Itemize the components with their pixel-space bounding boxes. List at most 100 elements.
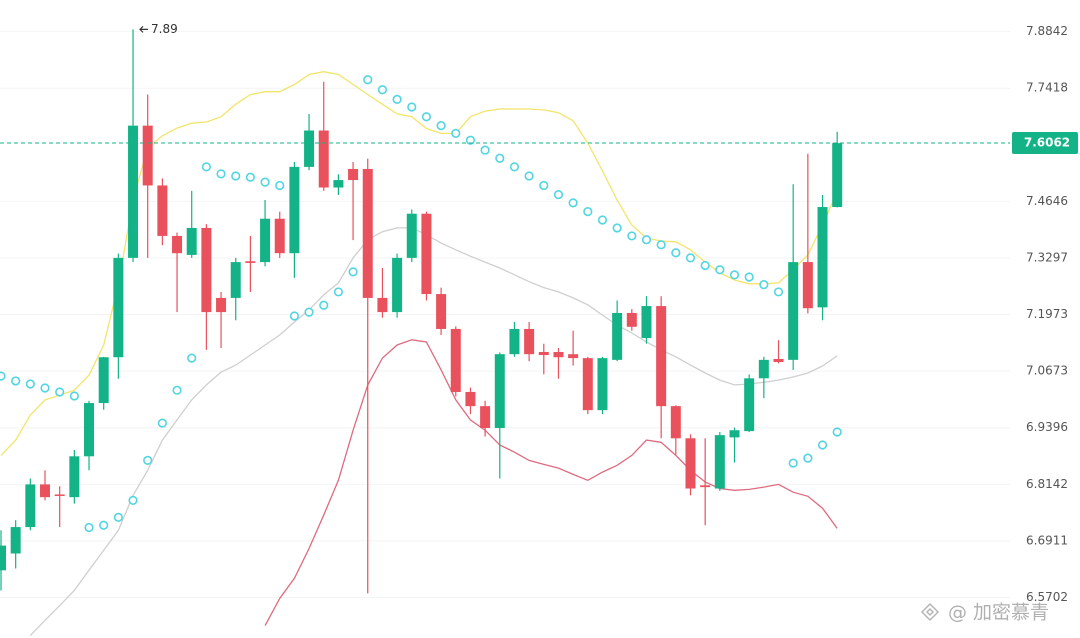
candle-body <box>538 351 549 356</box>
sar-dot <box>69 391 79 401</box>
candle-body <box>128 125 139 258</box>
candle-body <box>377 297 388 313</box>
candle-body <box>54 494 65 496</box>
candle-body <box>333 180 344 188</box>
candle-body <box>553 351 564 358</box>
sar-dot <box>524 171 534 181</box>
watermark-logo <box>920 602 940 622</box>
y-tick-label: 7.7418 <box>1026 81 1068 95</box>
candle-body <box>597 358 608 411</box>
sar-dot <box>685 253 696 263</box>
sar-dot <box>260 177 270 187</box>
plot-area: 7.89 <box>0 22 1010 637</box>
sar-dot <box>627 231 637 241</box>
candle-body <box>744 378 755 432</box>
candle-body <box>172 235 183 254</box>
sar-dot <box>245 172 255 182</box>
sar-dot <box>0 371 6 381</box>
candle-body <box>670 406 681 439</box>
sar-dot <box>363 75 373 85</box>
candle-body <box>714 435 725 489</box>
candle-body <box>700 485 711 488</box>
band-line <box>0 71 838 456</box>
sar-dot <box>421 112 432 122</box>
grid <box>0 31 1010 598</box>
sar-dot <box>99 520 109 530</box>
y-tick-label: 6.9396 <box>1026 420 1068 434</box>
y-tick-label: 6.6911 <box>1026 533 1068 547</box>
y-tick-label: 7.8842 <box>1026 24 1068 38</box>
candle-body <box>10 527 21 554</box>
sar-dot <box>465 135 476 145</box>
sar-dot <box>583 207 593 217</box>
candle-body <box>274 218 285 254</box>
candle-body <box>612 312 623 360</box>
sar-dot <box>729 270 740 280</box>
sar-dot <box>172 385 182 395</box>
candle-body <box>260 218 271 263</box>
candle-body <box>685 438 696 489</box>
candle-body <box>509 328 520 355</box>
candle-body <box>524 328 535 355</box>
candle-body <box>98 357 109 404</box>
sar-dot <box>187 353 197 363</box>
candle-body <box>362 168 373 298</box>
sar-dot <box>407 102 417 112</box>
sar-dot <box>40 383 50 393</box>
sar-dot <box>275 180 285 191</box>
candle-body <box>832 143 843 208</box>
candle-body <box>348 168 359 181</box>
sar-dot <box>392 94 402 104</box>
sar-dot <box>84 522 94 533</box>
sar-dot <box>671 248 681 258</box>
sar-dot <box>612 223 622 233</box>
candle-body <box>817 207 828 308</box>
sar-dot <box>773 287 784 297</box>
sar-dot <box>11 376 21 386</box>
annotation-arrow <box>139 25 149 33</box>
sar-dot <box>641 235 652 245</box>
sar-dot <box>231 171 241 181</box>
sar-dot <box>597 215 608 225</box>
candle-body <box>480 406 491 428</box>
y-tick-label: 6.5702 <box>1026 590 1068 604</box>
candle-body <box>641 306 652 339</box>
candle-body <box>773 358 784 363</box>
sar-dot <box>832 427 842 437</box>
candle-body <box>289 166 300 254</box>
candle-body <box>729 430 740 438</box>
candle-body <box>40 484 51 498</box>
band-line <box>264 339 838 626</box>
candle-body <box>142 125 153 186</box>
sar-dot <box>451 128 461 138</box>
sar-dot <box>201 162 211 172</box>
sar-dot <box>143 455 153 465</box>
y-tick-label: 7.3297 <box>1026 250 1068 264</box>
candle-body <box>216 297 227 313</box>
y-tick-label: 7.4646 <box>1026 194 1068 208</box>
candle-body <box>392 257 403 313</box>
y-tick-label: 6.8142 <box>1026 477 1068 491</box>
candle-body <box>494 354 505 428</box>
sar-dot <box>495 153 505 163</box>
candle-body <box>421 213 432 295</box>
candle-body <box>582 358 593 411</box>
sar-dot <box>319 300 329 310</box>
band-line <box>29 227 838 637</box>
sar-dot <box>568 198 578 208</box>
sar-dot <box>759 280 769 290</box>
sar-dot <box>289 311 300 321</box>
candle-body <box>318 130 329 188</box>
sar-dot <box>817 440 828 450</box>
candle-body <box>436 294 447 329</box>
sar-dot <box>788 458 798 468</box>
candle-body <box>758 359 769 379</box>
sar-dot <box>656 240 666 250</box>
sar-dot <box>509 162 520 172</box>
sar-dot <box>333 287 344 297</box>
candle-body <box>465 391 476 407</box>
y-tick-label: 7.0673 <box>1026 364 1068 378</box>
sar-dot <box>157 418 167 428</box>
candle-body <box>245 261 256 263</box>
